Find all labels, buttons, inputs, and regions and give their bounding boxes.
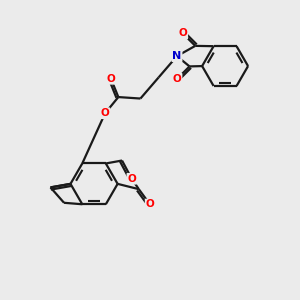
Text: O: O xyxy=(106,74,116,84)
Text: O: O xyxy=(178,28,187,38)
Text: N: N xyxy=(172,51,182,61)
Text: O: O xyxy=(101,108,110,118)
Text: O: O xyxy=(173,74,182,84)
Text: O: O xyxy=(146,200,154,209)
Text: O: O xyxy=(128,174,136,184)
